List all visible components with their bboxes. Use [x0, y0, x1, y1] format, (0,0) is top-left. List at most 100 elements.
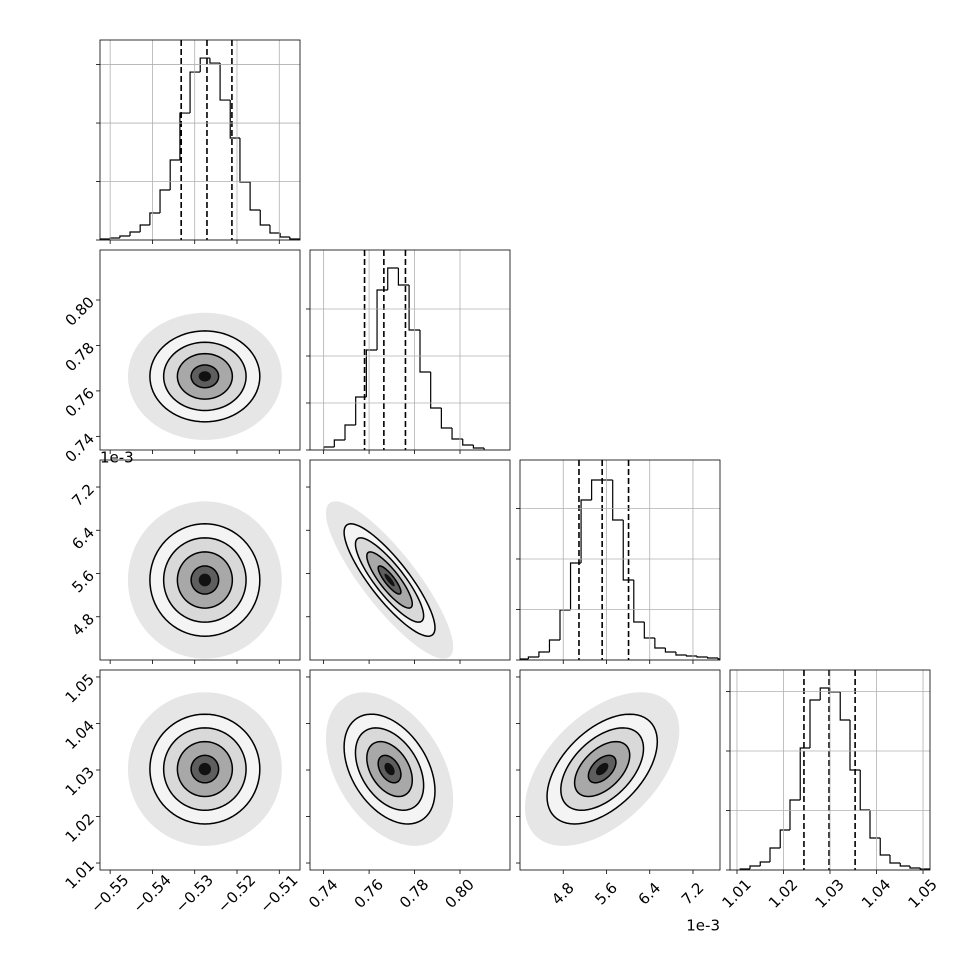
histogram-step — [119, 235, 131, 239]
histogram-step — [664, 647, 676, 653]
histogram-step — [430, 371, 442, 409]
contour — [176, 352, 234, 400]
histogram-step — [159, 189, 171, 213]
histogram-step — [706, 657, 719, 659]
histogram-step — [209, 58, 221, 64]
histogram-step — [408, 284, 420, 331]
y-offset-label: 1e-3 — [100, 449, 134, 467]
contour — [149, 330, 261, 423]
density-core — [384, 762, 395, 776]
axes-frame — [729, 669, 931, 871]
histogram-step — [612, 480, 624, 521]
axes-frame — [99, 39, 301, 241]
histogram-step — [472, 445, 485, 449]
contour — [366, 551, 414, 609]
histogram-step — [759, 861, 770, 867]
histogram-step — [387, 267, 399, 290]
histogram-step — [789, 799, 801, 831]
contour — [377, 565, 402, 595]
histogram-step — [239, 138, 251, 183]
histogram-step — [839, 691, 850, 721]
histogram-step — [685, 655, 698, 657]
axes-frame — [99, 669, 301, 871]
density-panel — [127, 692, 282, 846]
histogram-step — [749, 865, 761, 869]
contour — [366, 740, 414, 798]
histogram-step — [580, 499, 592, 563]
histogram-step — [355, 396, 367, 425]
histogram-step — [654, 637, 666, 649]
density-core — [198, 371, 212, 382]
axes-frame — [309, 249, 511, 451]
contour — [162, 537, 247, 623]
axes-frame — [309, 669, 511, 871]
contour — [343, 713, 436, 825]
histogram-step — [129, 231, 141, 237]
histogram-step — [269, 225, 281, 234]
contour — [176, 740, 234, 798]
density-panel — [524, 692, 680, 846]
contour — [149, 713, 261, 825]
histogram — [100, 40, 300, 240]
contour — [190, 754, 220, 784]
contour — [162, 341, 247, 412]
histogram-step — [569, 562, 582, 610]
histogram-step — [149, 212, 161, 226]
histogram-step — [139, 224, 150, 232]
contour — [546, 713, 659, 825]
histogram-step — [538, 651, 550, 658]
contour — [190, 364, 220, 389]
histogram-step — [419, 330, 431, 373]
density-core — [384, 573, 395, 587]
histogram-step — [189, 71, 201, 114]
axes-frame — [99, 459, 301, 661]
histogram-step — [219, 63, 231, 101]
histogram-step — [633, 580, 645, 623]
histogram-step — [849, 719, 861, 771]
histogram-step — [899, 862, 910, 867]
histogram-step — [622, 520, 634, 581]
contour — [377, 754, 402, 784]
histogram-step — [440, 407, 453, 429]
histogram-step — [879, 837, 890, 856]
axes-frame — [519, 459, 721, 661]
histogram-step — [559, 609, 571, 640]
density-panel — [127, 312, 282, 440]
histogram-step — [169, 159, 180, 190]
histogram — [323, 250, 485, 450]
contour — [190, 565, 220, 595]
histogram-step — [779, 829, 790, 848]
density-panel — [325, 692, 454, 846]
histogram-step — [675, 652, 687, 656]
histogram-step — [799, 747, 810, 801]
histogram-step — [527, 656, 539, 659]
histogram-step — [717, 657, 720, 660]
histogram-step — [889, 855, 901, 864]
histogram-step — [809, 699, 821, 749]
histogram-step — [279, 232, 290, 238]
density-panel — [127, 501, 282, 659]
histogram-step — [819, 687, 830, 700]
histogram-step — [520, 658, 529, 660]
density-panel — [325, 501, 454, 659]
axes-frame — [519, 669, 721, 871]
histogram-step — [548, 639, 560, 653]
contour — [587, 754, 617, 784]
x-offset-label: 1e-3 — [686, 917, 720, 935]
histogram-step — [859, 769, 870, 811]
density-core — [198, 762, 212, 776]
contour — [354, 537, 425, 623]
density-core — [198, 573, 212, 587]
histogram-step — [100, 238, 111, 240]
histogram-step — [643, 622, 655, 639]
contour — [343, 523, 436, 637]
density-core — [595, 762, 609, 776]
histogram-step — [365, 349, 378, 397]
histogram-step — [289, 237, 300, 240]
histogram-step — [909, 866, 921, 869]
histogram-step — [919, 867, 930, 870]
contour — [162, 727, 247, 811]
histogram-step — [249, 182, 261, 211]
